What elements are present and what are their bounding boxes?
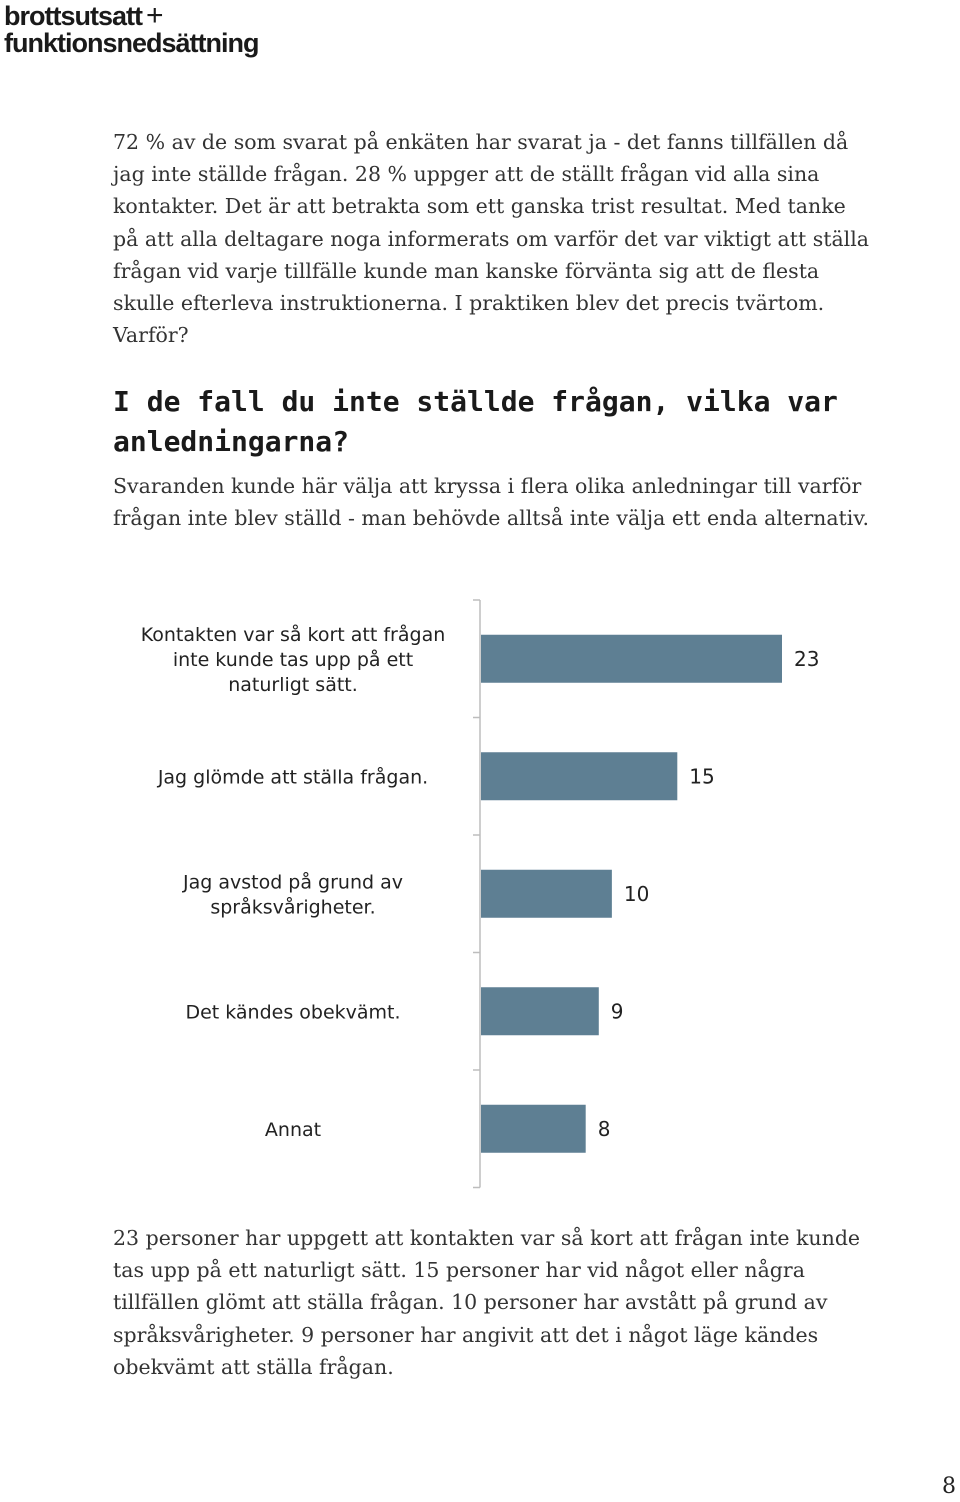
logo-line2: funktionsnedsättning (4, 28, 259, 58)
chart-category-label: Annat (265, 1119, 321, 1141)
chart-category-label: Jag avstod på grund av (182, 870, 403, 893)
chart-bar (481, 987, 599, 1036)
chart-category-label: inte kunde tas upp på ett (173, 648, 413, 671)
chart-value-label: 8 (598, 1117, 611, 1141)
chart-value-label: 15 (689, 764, 714, 788)
logo: brottsutsatt + funktionsnedsättning (4, 0, 259, 58)
chart-value-label: 23 (794, 647, 819, 671)
chart-bar (481, 752, 678, 801)
chart-bar (481, 634, 782, 683)
chart-bar (481, 1104, 586, 1153)
intro-paragraph: 72 % av de som svarat på enkäten har sva… (113, 130, 870, 348)
chart-category-label: Kontakten var så kort att frågan (141, 623, 446, 646)
chart-value-label: 9 (611, 999, 624, 1023)
summary-paragraph: 23 personer har uppgett att kontakten va… (113, 1226, 861, 1379)
chart-bar (481, 869, 612, 918)
chart-category-label: språksvårigheter. (210, 895, 375, 918)
chart-category-label: Jag glömde att ställa frågan. (157, 765, 428, 788)
page-number: 8 (942, 1474, 956, 1499)
chart-category-label: naturligt sätt. (228, 674, 358, 696)
chart-category-label: Det kändes obekvämt. (185, 1001, 400, 1023)
section-heading: I de fall du inte ställde frågan, vilka … (113, 385, 838, 458)
chart-value-label: 10 (624, 882, 649, 906)
explanation-paragraph: Svaranden kunde här välja att kryssa i f… (113, 474, 870, 531)
logo-line1: brottsutsatt (4, 1, 143, 31)
logo-plus: + (146, 0, 164, 32)
